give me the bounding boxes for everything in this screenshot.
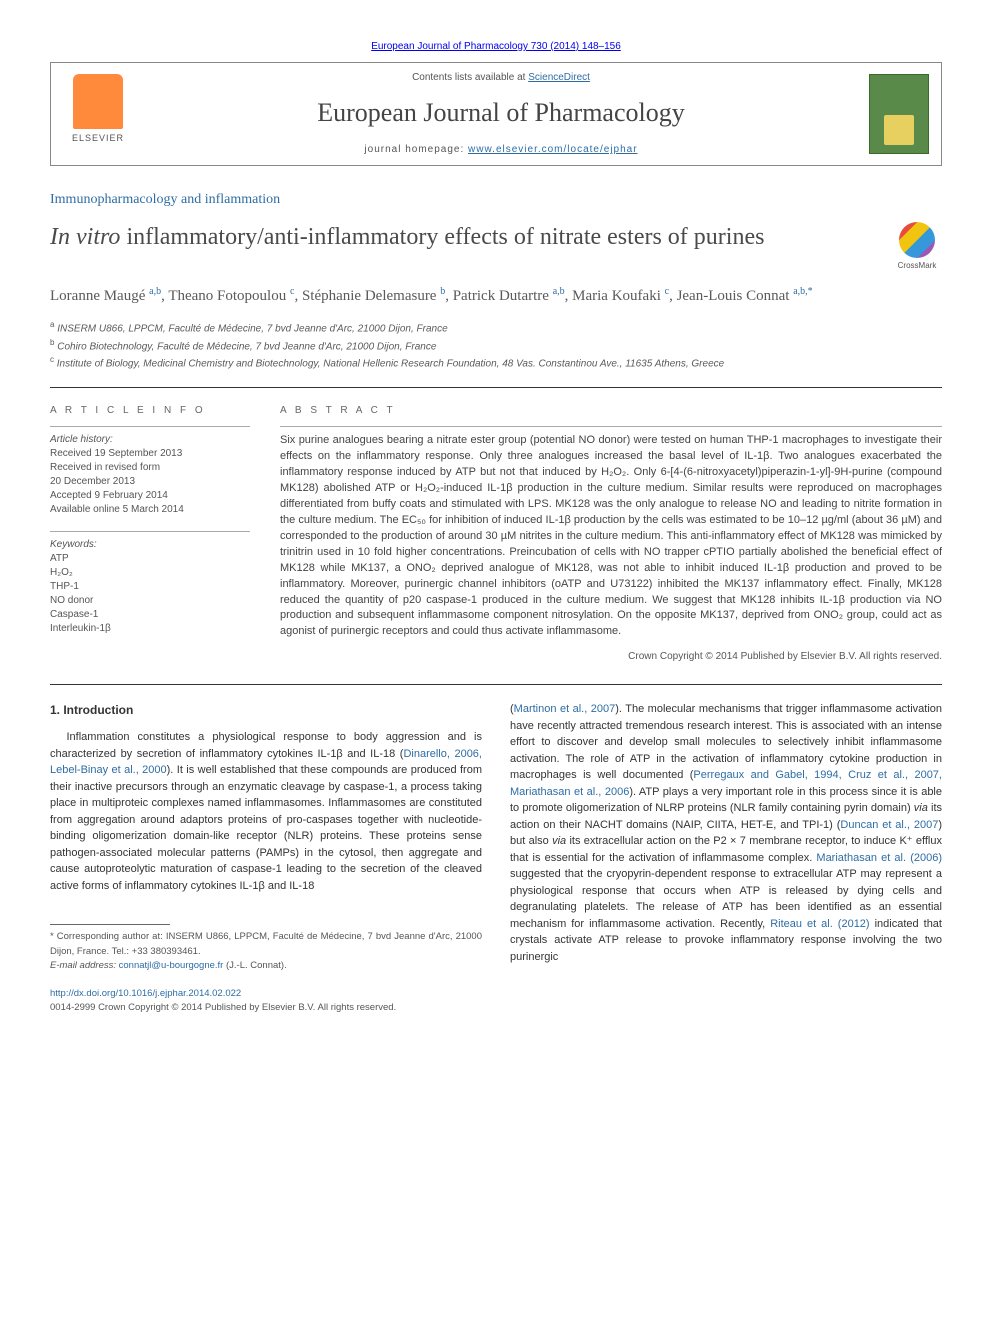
homepage-prefix: journal homepage: [364, 144, 468, 155]
footnote-separator [50, 924, 170, 925]
header-center: Contents lists available at ScienceDirec… [133, 71, 869, 157]
corresponding-author: * Corresponding author at: INSERM U866, … [50, 930, 482, 959]
email-suffix: (J.-L. Connat). [223, 960, 286, 971]
authors: Loranne Maugé a,b, Theano Fotopoulou c, … [50, 285, 942, 307]
history-accepted: Accepted 9 February 2014 [50, 490, 168, 501]
keyword-1: H₂O₂ [50, 567, 73, 578]
elsevier-label: ELSEVIER [72, 132, 124, 145]
journal-header: ELSEVIER Contents lists available at Sci… [50, 62, 942, 166]
email-label: E-mail address: [50, 960, 119, 971]
article-title: In vitro inflammatory/anti-inflammatory … [50, 222, 872, 253]
journal-citation[interactable]: European Journal of Pharmacology 730 (20… [50, 40, 942, 54]
keyword-0: ATP [50, 553, 69, 564]
rule-bottom [50, 684, 942, 685]
abstract-copyright: Crown Copyright © 2014 Published by Else… [280, 650, 942, 664]
history-online: Available online 5 March 2014 [50, 504, 184, 515]
body-col-left: 1. Introduction Inflammation constitutes… [50, 701, 482, 1015]
homepage-line: journal homepage: www.elsevier.com/locat… [133, 143, 869, 157]
elsevier-tree-icon [73, 74, 123, 129]
abstract-heading: A B S T R A C T [280, 404, 942, 418]
doi-link[interactable]: http://dx.doi.org/10.1016/j.ejphar.2014.… [50, 988, 241, 999]
contents-prefix: Contents lists available at [412, 72, 528, 83]
body-col-right: (Martinon et al., 2007). The molecular m… [510, 701, 942, 1015]
abstract-text: Six purine analogues bearing a nitrate e… [280, 433, 942, 640]
contents-line: Contents lists available at ScienceDirec… [133, 71, 869, 85]
history-revised-label: Received in revised form [50, 462, 160, 473]
cover-accent [884, 115, 914, 145]
history-revised-date: 20 December 2013 [50, 476, 135, 487]
crossmark-button[interactable]: CrossMark [892, 222, 942, 271]
journal-cover-icon[interactable] [869, 74, 929, 154]
homepage-link[interactable]: www.elsevier.com/locate/ejphar [468, 144, 638, 155]
affiliation-b: b Cohiro Biotechnology, Faculté de Médec… [50, 337, 942, 354]
keywords-label: Keywords: [50, 539, 97, 550]
crossmark-icon [899, 222, 935, 258]
affiliation-a: a INSERM U866, LPPCM, Faculté de Médecin… [50, 319, 942, 336]
section-tag[interactable]: Immunopharmacology and inflammation [50, 190, 942, 210]
keyword-2: THP-1 [50, 581, 79, 592]
article-history: Article history: Received 19 September 2… [50, 426, 250, 517]
affiliation-c: c Institute of Biology, Medicinal Chemis… [50, 354, 942, 371]
body-columns: 1. Introduction Inflammation constitutes… [50, 701, 942, 1015]
email-line: E-mail address: connatjl@u-bourgogne.fr … [50, 959, 482, 973]
history-received: Received 19 September 2013 [50, 448, 182, 459]
keywords-block: Keywords: ATP H₂O₂ THP-1 NO donor Caspas… [50, 531, 250, 636]
article-info-column: A R T I C L E I N F O Article history: R… [50, 404, 250, 664]
issn-copyright: 0014-2999 Crown Copyright © 2014 Publish… [50, 1002, 396, 1013]
elsevier-logo[interactable]: ELSEVIER [63, 74, 133, 154]
keyword-4: Caspase-1 [50, 609, 98, 620]
sciencedirect-link[interactable]: ScienceDirect [528, 72, 590, 83]
crossmark-label: CrossMark [892, 260, 942, 271]
abstract-column: A B S T R A C T Six purine analogues bea… [280, 404, 942, 664]
intro-para-1: Inflammation constitutes a physiological… [50, 729, 482, 894]
email-link[interactable]: connatjl@u-bourgogne.fr [119, 960, 224, 971]
footnotes: * Corresponding author at: INSERM U866, … [50, 930, 482, 973]
journal-name: European Journal of Pharmacology [133, 95, 869, 131]
intro-para-2: (Martinon et al., 2007). The molecular m… [510, 701, 942, 965]
intro-heading: 1. Introduction [50, 701, 482, 719]
affiliations: a INSERM U866, LPPCM, Faculté de Médecin… [50, 319, 942, 371]
history-label: Article history: [50, 434, 113, 445]
journal-citation-link[interactable]: European Journal of Pharmacology 730 (20… [371, 41, 621, 52]
title-rest: inflammatory/anti-inflammatory effects o… [120, 224, 764, 250]
article-info-heading: A R T I C L E I N F O [50, 404, 250, 418]
rule-top [50, 387, 942, 388]
keyword-5: Interleukin-1β [50, 623, 111, 634]
footer-block: http://dx.doi.org/10.1016/j.ejphar.2014.… [50, 987, 482, 1016]
title-italic: In vitro [50, 224, 120, 250]
keyword-3: NO donor [50, 595, 93, 606]
